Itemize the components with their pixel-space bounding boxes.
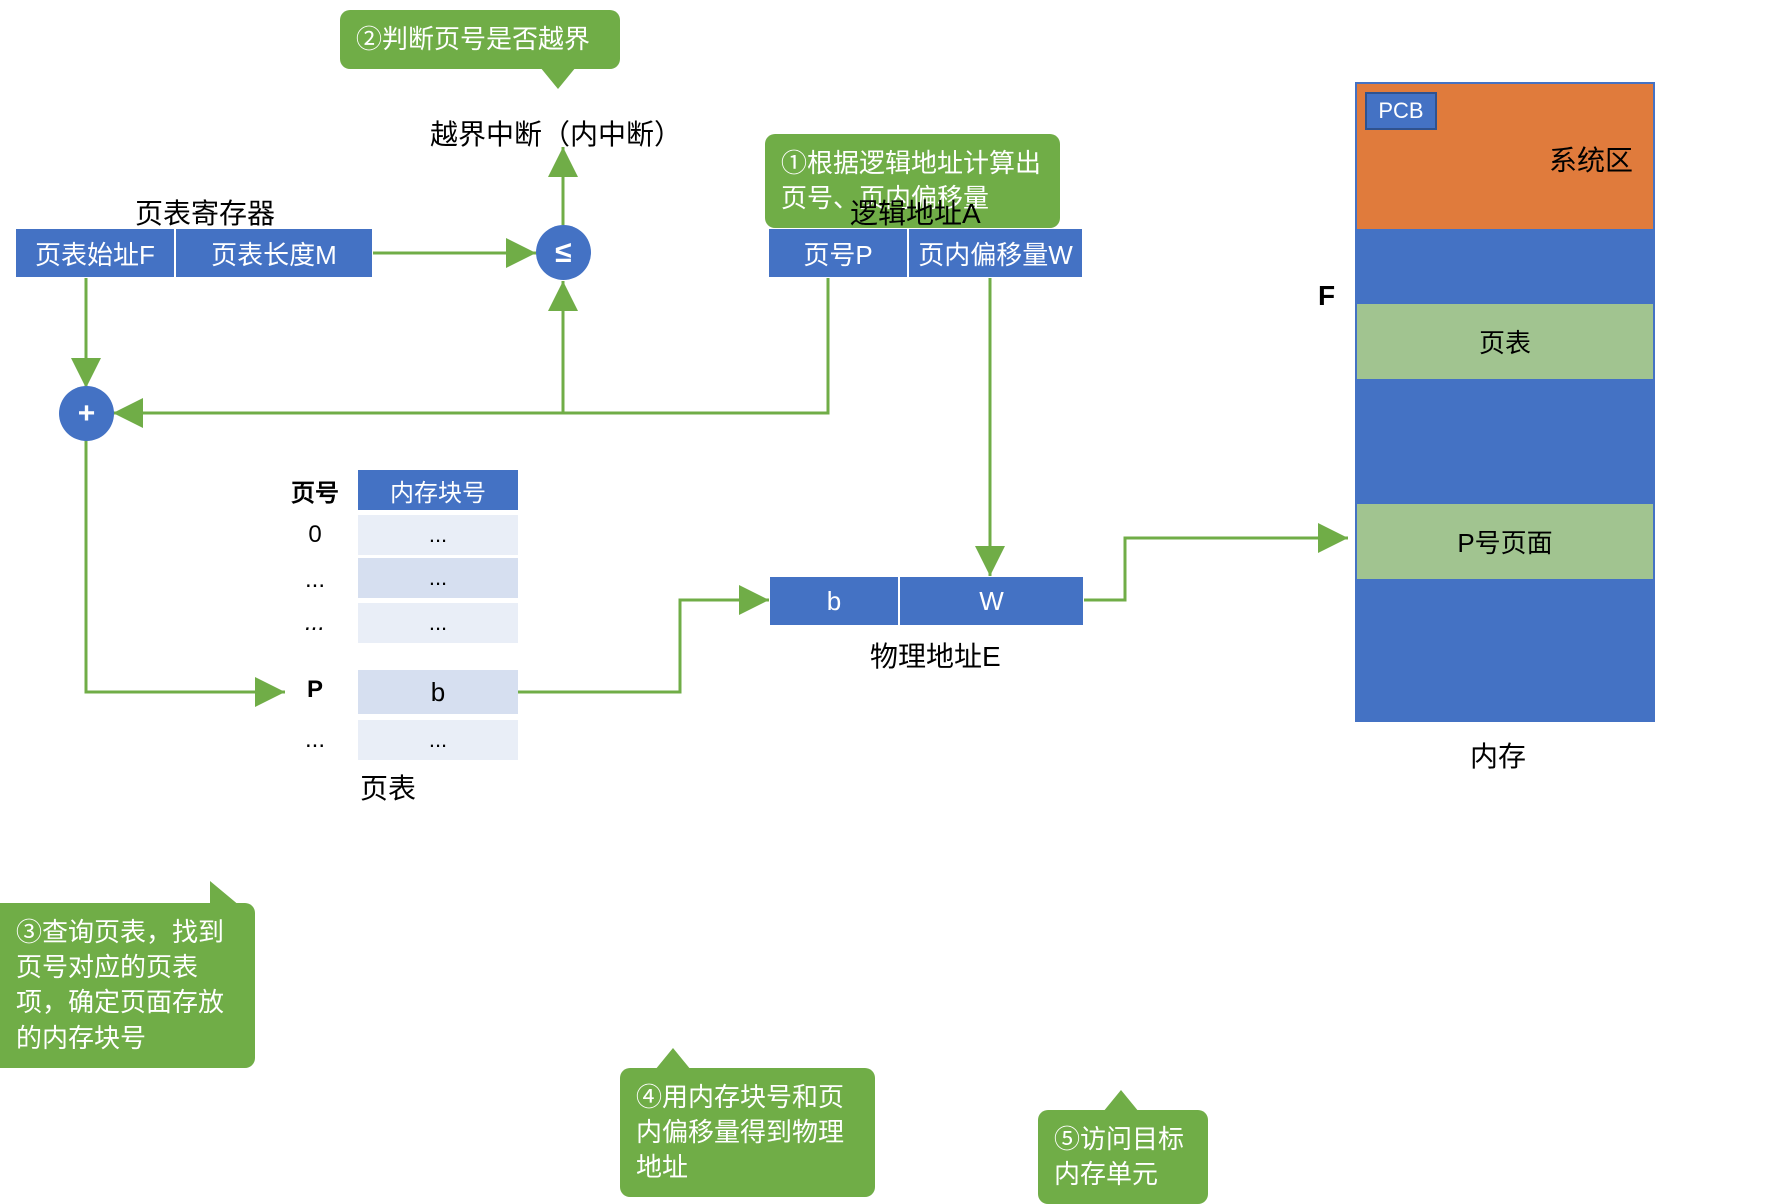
page-table-col1: 页号 <box>280 470 350 510</box>
mem-p-page: P号页面 <box>1357 504 1653 579</box>
step3-bubble: ③查询页表，找到页号对应的页表项，确定页面存放的内存块号 <box>0 903 255 1067</box>
pt-idx-2: P <box>280 670 350 710</box>
pcb-box: PCB <box>1365 92 1437 130</box>
offset-box: 页内偏移量W <box>908 228 1083 278</box>
page-no-box: 页号P <box>768 228 908 278</box>
f-label: F <box>1318 280 1335 312</box>
plus-op: + <box>59 386 114 441</box>
logical-addr-title: 逻辑地址A <box>850 192 981 232</box>
page-table-caption: 页表 <box>360 767 416 807</box>
le-op: ≤ <box>536 225 591 280</box>
page-register-title: 页表寄存器 <box>135 192 275 232</box>
step5-bubble: ⑤访问目标内存单元 <box>1038 1110 1208 1204</box>
phys-b: b <box>827 586 841 617</box>
sys-text: 系统区 <box>1549 139 1633 179</box>
phys-b-box: b <box>769 576 899 626</box>
step5-text: ⑤访问目标内存单元 <box>1054 1124 1184 1189</box>
step3-text: ③查询页表，找到页号对应的页表项，确定页面存放的内存块号 <box>16 917 224 1052</box>
mem-blue-2 <box>1357 379 1653 504</box>
page-length-box: 页表长度M <box>175 228 373 278</box>
phys-w-box: W <box>899 576 1084 626</box>
page-no: 页号P <box>803 235 872 272</box>
phys-w: W <box>979 586 1004 617</box>
step4-text: ④用内存块号和页内偏移量得到物理地址 <box>636 1082 844 1182</box>
interrupt-label: 越界中断（内中断） <box>430 113 682 153</box>
pcb-text: PCB <box>1378 98 1423 124</box>
pt-idx-0: 0 <box>280 515 350 555</box>
mem-page-table: 页表 <box>1357 304 1653 379</box>
step2-bubble: ②判断页号是否越界 <box>340 10 620 69</box>
pt-val-3: ... <box>358 720 518 760</box>
mem-sys-area: PCB 系统区 <box>1357 84 1653 229</box>
phys-addr-title: 物理地址E <box>870 635 1001 675</box>
plus-symbol: + <box>78 397 96 431</box>
pt-val-0: ... <box>358 515 518 555</box>
mem-blue-1 <box>1357 229 1653 304</box>
pt-idx-3: ... <box>280 720 350 760</box>
mem-blue-3 <box>1357 579 1653 720</box>
page-table-col2: 内存块号 <box>358 470 518 510</box>
step4-bubble: ④用内存块号和页内偏移量得到物理地址 <box>620 1068 875 1197</box>
page-start-addr-box: 页表始址F <box>15 228 175 278</box>
page-start-addr: 页表始址F <box>35 235 155 272</box>
mem-page-table-text: 页表 <box>1479 323 1531 360</box>
offset: 页内偏移量W <box>918 235 1073 272</box>
pt-val-2: b <box>358 670 518 714</box>
le-symbol: ≤ <box>555 236 571 270</box>
page-length: 页表长度M <box>211 235 337 272</box>
step2-text: ②判断页号是否越界 <box>356 24 590 54</box>
pt-idx-1: ... <box>280 560 350 600</box>
pt-idx-1b: ... <box>280 603 350 643</box>
pt-val-1-alt: ... <box>358 603 518 643</box>
mem-p-page-text: P号页面 <box>1457 523 1552 560</box>
memory-caption: 内存 <box>1470 735 1526 775</box>
memory-region: PCB 系统区 页表 P号页面 <box>1355 82 1655 722</box>
pt-val-1: ... <box>358 558 518 598</box>
